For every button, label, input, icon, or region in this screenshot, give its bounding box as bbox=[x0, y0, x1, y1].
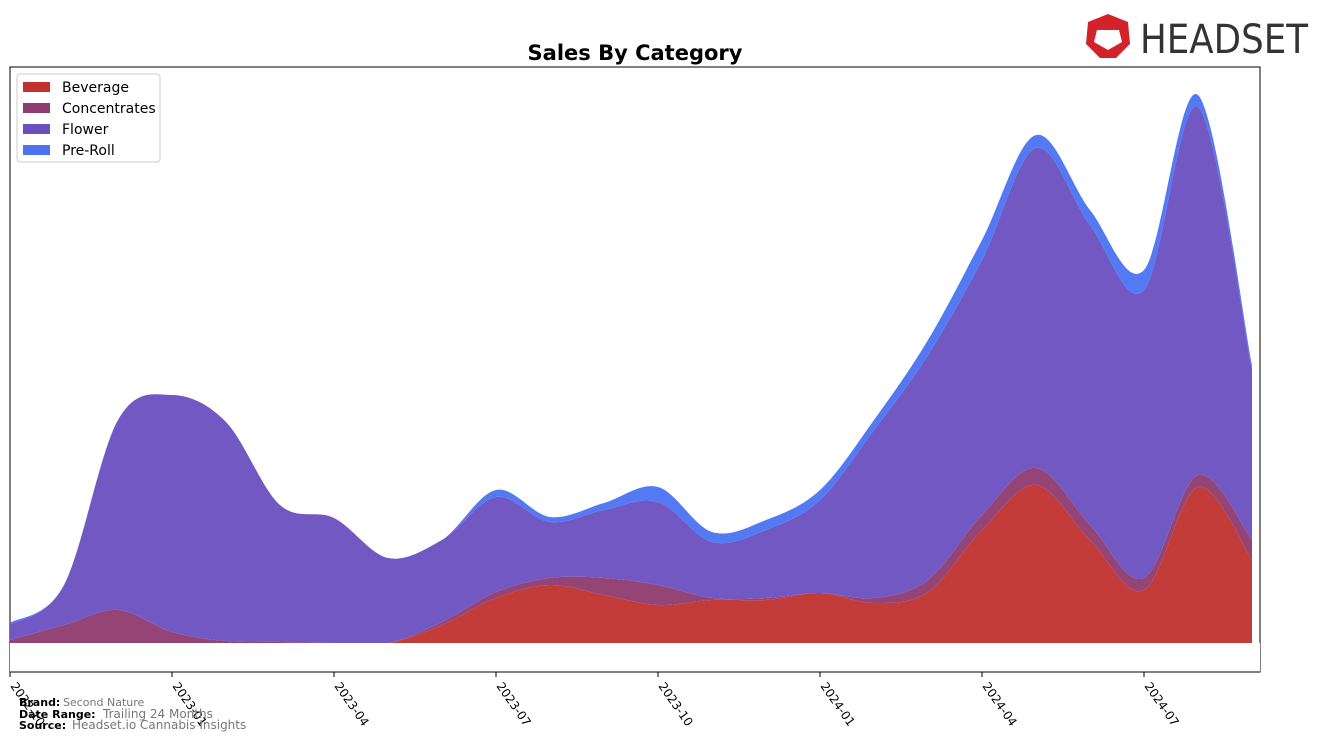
legend-label: Flower bbox=[62, 122, 109, 138]
legend-box bbox=[16, 73, 161, 163]
brand-label: Brand: bbox=[19, 696, 60, 709]
range: Trailing 24 Months bbox=[102, 707, 213, 721]
x-tick-label: 2023-04 bbox=[332, 680, 372, 729]
source-label: Source: bbox=[19, 719, 66, 732]
baseline-band bbox=[10, 643, 1260, 672]
legend-label: Beverage bbox=[62, 80, 129, 96]
legend-swatch bbox=[23, 103, 50, 113]
source: Headset.io Cannabis Insights bbox=[72, 718, 246, 732]
area bbox=[10, 467, 1252, 645]
logo: HEADSET bbox=[1086, 14, 1308, 63]
x-tick-label: 2023-07 bbox=[494, 680, 534, 729]
chart-title: Sales By Category bbox=[528, 41, 743, 65]
logo-text: HEADSET bbox=[1140, 17, 1308, 63]
range-label: Date Range: bbox=[19, 708, 96, 721]
footer: Brand: Second Nature Date Range: Trailin… bbox=[19, 696, 246, 732]
legend-swatch bbox=[23, 145, 50, 155]
plot-frame bbox=[9, 66, 1261, 673]
x-tick-label: 2024-01 bbox=[818, 680, 858, 729]
x-tick-label: 2024-07 bbox=[1142, 680, 1182, 729]
x-tick-label: 2023-10 bbox=[656, 680, 696, 729]
x-tick-label: 2024-04 bbox=[980, 680, 1020, 729]
legend-swatch bbox=[23, 82, 50, 92]
logo-hole bbox=[1094, 30, 1122, 50]
area bbox=[10, 106, 1252, 645]
legend-label: Pre-Roll bbox=[62, 143, 115, 159]
brand: Second Nature bbox=[63, 696, 145, 709]
area bbox=[10, 484, 1252, 645]
legend-swatch bbox=[23, 124, 50, 134]
legend-label: Concentrates bbox=[62, 101, 156, 117]
